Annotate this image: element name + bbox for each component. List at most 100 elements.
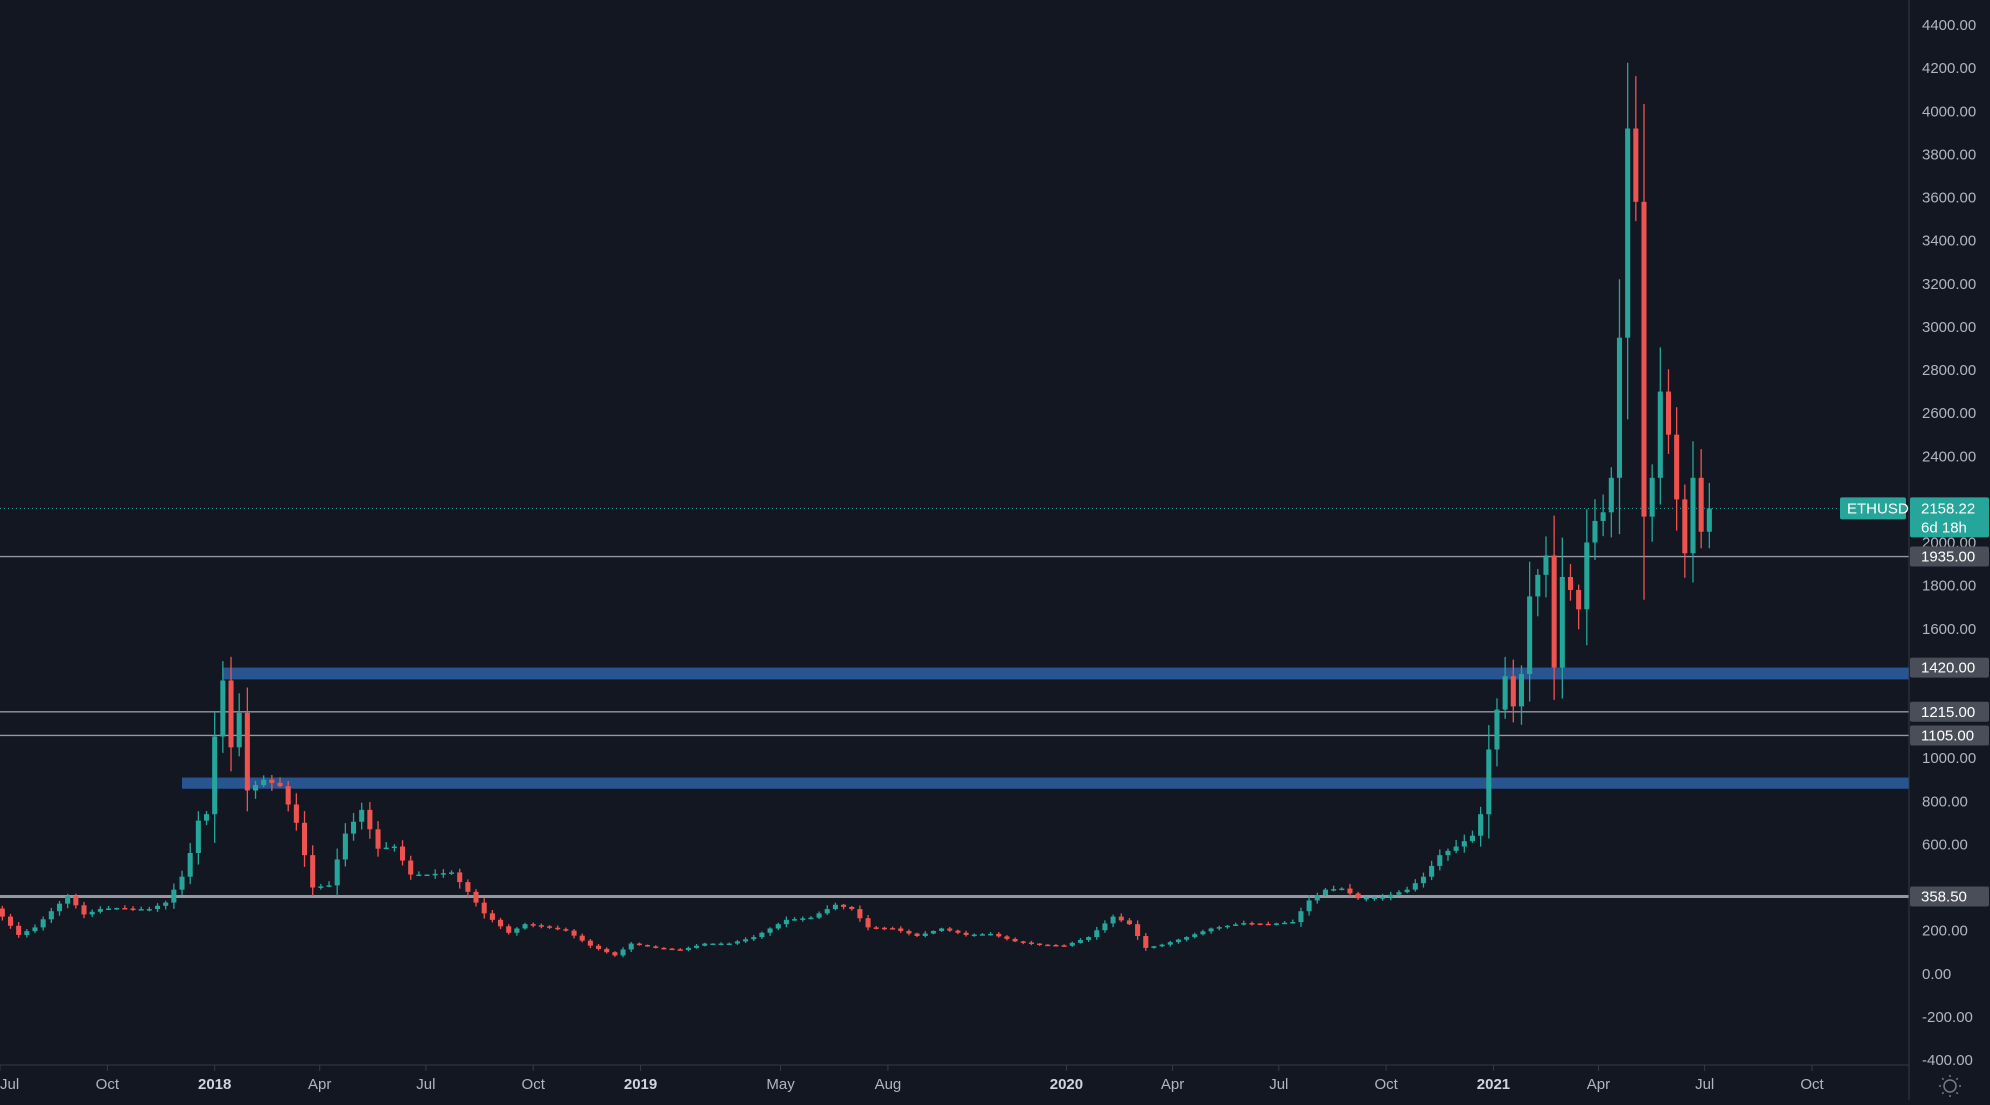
price-zone: [222, 667, 1909, 680]
candle-down: [914, 933, 920, 937]
candle-down: [1135, 924, 1141, 937]
candle-down: [1249, 923, 1255, 925]
candle-down: [1551, 555, 1557, 668]
level-tag-label: 1420.00: [1921, 660, 1975, 677]
time-axis[interactable]: Jul Oct 2018 Apr Jul Oct 2019 May Aug 2020 Apr Jul O…: [0, 1065, 1824, 1093]
candle-up: [1159, 944, 1165, 947]
candle-down: [873, 927, 879, 929]
last-price-tags: ETHUSD 2158.22 6d 18h: [1840, 497, 1989, 538]
price-tick-label: 2600.00: [1922, 405, 1976, 422]
candle-up: [694, 945, 700, 948]
candle-up: [383, 847, 389, 850]
candle-down: [1347, 888, 1353, 894]
candle-down: [244, 712, 250, 791]
candle-up: [988, 933, 994, 936]
candle-down: [563, 929, 569, 931]
candle-up: [261, 779, 267, 786]
candle-down: [1641, 201, 1647, 517]
candle-up: [220, 680, 226, 737]
candle-down: [1567, 577, 1574, 590]
candle-up: [440, 873, 446, 875]
candle-up: [114, 907, 120, 910]
level-tag-label: 1935.00: [1921, 549, 1975, 566]
candle-down: [367, 809, 373, 830]
candle-down: [881, 927, 887, 930]
gear-ring: [1943, 1079, 1957, 1093]
time-tick-label: Apr: [1587, 1076, 1610, 1093]
candle-up: [89, 911, 95, 915]
candle-down: [1257, 923, 1263, 925]
candle-up: [1461, 841, 1467, 847]
price-axis[interactable]: 4400.00 4200.00 4000.00 3800.00 3600.00 3400.…: [1922, 17, 1976, 1069]
candle-up: [212, 736, 218, 815]
symbol-tag: [1840, 497, 1906, 520]
candle-up: [1151, 946, 1157, 948]
bar-countdown: 6d 18h: [1921, 519, 1967, 536]
candle-down: [228, 680, 234, 748]
candle-up: [1559, 577, 1565, 668]
candle-down: [1665, 391, 1672, 435]
time-tick-label: Apr: [1161, 1076, 1184, 1093]
time-tick-label: Jul: [0, 1076, 19, 1093]
candle-up: [1331, 889, 1337, 891]
candle-down: [898, 928, 904, 931]
candle-up: [1478, 814, 1484, 836]
candle-down: [1510, 676, 1516, 707]
candle-up: [1396, 892, 1402, 895]
candle-up: [1339, 888, 1345, 891]
time-tick-label: 2020: [1050, 1076, 1083, 1093]
candle-up: [1094, 930, 1100, 938]
candle-down: [906, 930, 912, 934]
candle-down: [310, 855, 316, 888]
time-tick-label: May: [766, 1076, 795, 1093]
time-tick-label: Jul: [1269, 1076, 1288, 1093]
candle-up: [1077, 939, 1083, 943]
candle-up: [24, 931, 30, 935]
candle-down: [890, 928, 896, 930]
candle-up: [832, 904, 838, 910]
candle-down: [1265, 923, 1271, 926]
candle-down: [1020, 941, 1026, 943]
candle-down: [849, 906, 855, 910]
candle-down: [555, 927, 561, 930]
candle-up: [743, 939, 749, 942]
price-zone: [182, 777, 1910, 789]
candle-up: [800, 918, 806, 920]
candle-up: [236, 712, 242, 748]
candle-down: [1053, 945, 1059, 947]
candle-down: [73, 896, 79, 906]
candle-up: [1208, 928, 1214, 932]
candle-up: [1608, 477, 1614, 513]
time-tick-label: 2018: [198, 1076, 231, 1093]
candle-up: [726, 943, 732, 946]
candle-up: [1649, 477, 1655, 517]
candle-up: [751, 937, 757, 940]
candle-up: [628, 943, 634, 950]
time-tick-label: 2019: [624, 1076, 657, 1093]
support-zones: [182, 667, 1910, 789]
candle-up: [163, 902, 169, 906]
candle-up: [922, 933, 928, 937]
candle-down: [489, 913, 495, 920]
candle-up: [1469, 835, 1476, 842]
candle-up: [1200, 931, 1206, 935]
settings-gear-icon[interactable]: [1939, 1075, 1961, 1097]
price-tick-label: 3400.00: [1922, 233, 1976, 250]
candle-down: [81, 905, 87, 915]
candle-up: [1322, 889, 1328, 896]
candle-up: [1690, 477, 1696, 554]
candle-up: [1167, 942, 1173, 945]
candle-down: [669, 948, 675, 951]
candle-down: [1037, 943, 1043, 946]
time-tick-label: Apr: [308, 1076, 331, 1093]
candle-up: [1192, 934, 1198, 938]
candle-up: [1216, 927, 1222, 929]
candle-down: [293, 804, 299, 823]
candle-up: [1706, 508, 1712, 532]
candle-up: [1290, 922, 1296, 924]
candle-up: [105, 908, 112, 911]
price-tick-label: 600.00: [1922, 836, 1968, 853]
candle-up: [65, 896, 71, 904]
candle-down: [547, 926, 553, 928]
